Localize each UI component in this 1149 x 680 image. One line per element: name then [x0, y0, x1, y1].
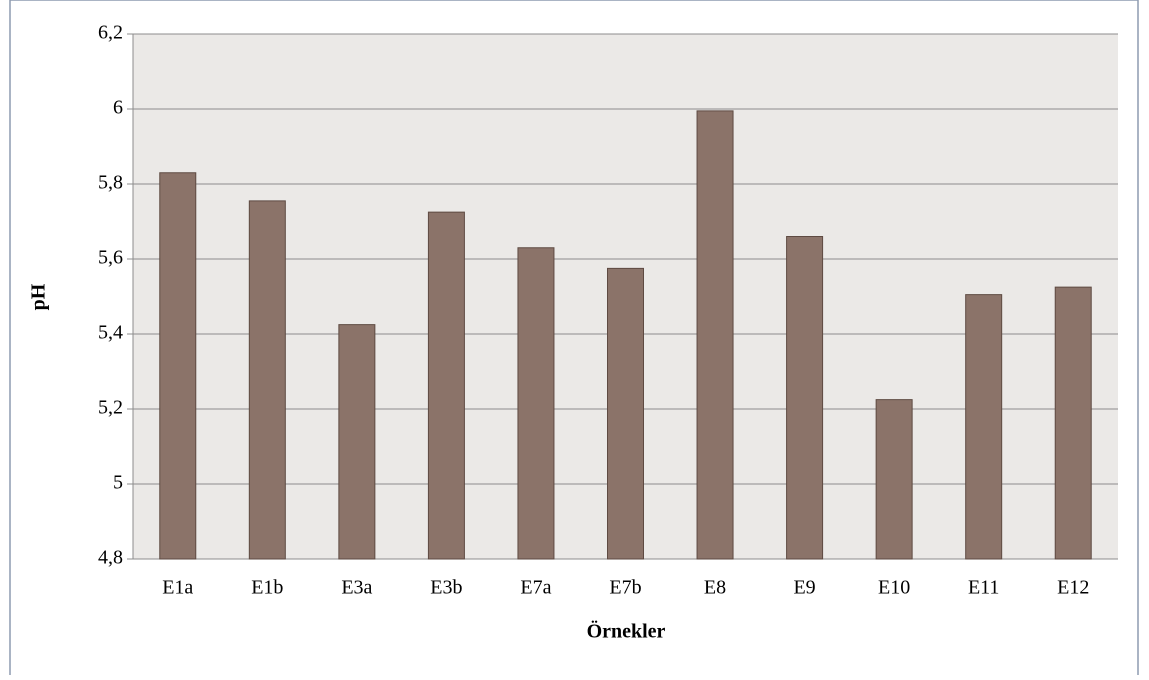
- x-tick-label: E1a: [162, 577, 193, 599]
- bar: [607, 267, 644, 560]
- y-tick-label: 5: [113, 472, 123, 494]
- x-tick-label: E9: [793, 577, 815, 599]
- bar: [159, 172, 197, 560]
- bar: [786, 236, 824, 560]
- bar: [338, 324, 376, 560]
- bar: [696, 110, 734, 560]
- y-tick-label: 5,6: [98, 247, 123, 269]
- y-tick-label: 5,8: [98, 172, 123, 194]
- x-tick-label: E11: [968, 577, 999, 599]
- y-tick-label: 5,2: [98, 397, 123, 419]
- bar: [875, 399, 913, 560]
- y-axis-label: pH: [28, 283, 50, 310]
- y-tick-label: 6: [113, 97, 123, 119]
- x-tick-label: E7b: [609, 577, 641, 599]
- y-tick-label: 4,8: [98, 547, 123, 569]
- x-axis-label: Örnekler: [587, 620, 666, 643]
- bar: [1054, 286, 1092, 560]
- x-tick-label: E10: [878, 577, 910, 599]
- y-tick-label: 6,2: [98, 22, 123, 44]
- bar: [427, 211, 465, 560]
- y-tick-label: 5,4: [98, 322, 123, 344]
- bar: [965, 294, 1003, 560]
- bar: [517, 247, 555, 560]
- x-tick-label: E7a: [520, 577, 551, 599]
- bar: [248, 200, 286, 560]
- x-tick-label: E1b: [251, 577, 283, 599]
- x-tick-label: E8: [704, 577, 726, 599]
- x-tick-label: E12: [1057, 577, 1089, 599]
- x-tick-label: E3a: [341, 577, 372, 599]
- x-tick-label: E3b: [430, 577, 462, 599]
